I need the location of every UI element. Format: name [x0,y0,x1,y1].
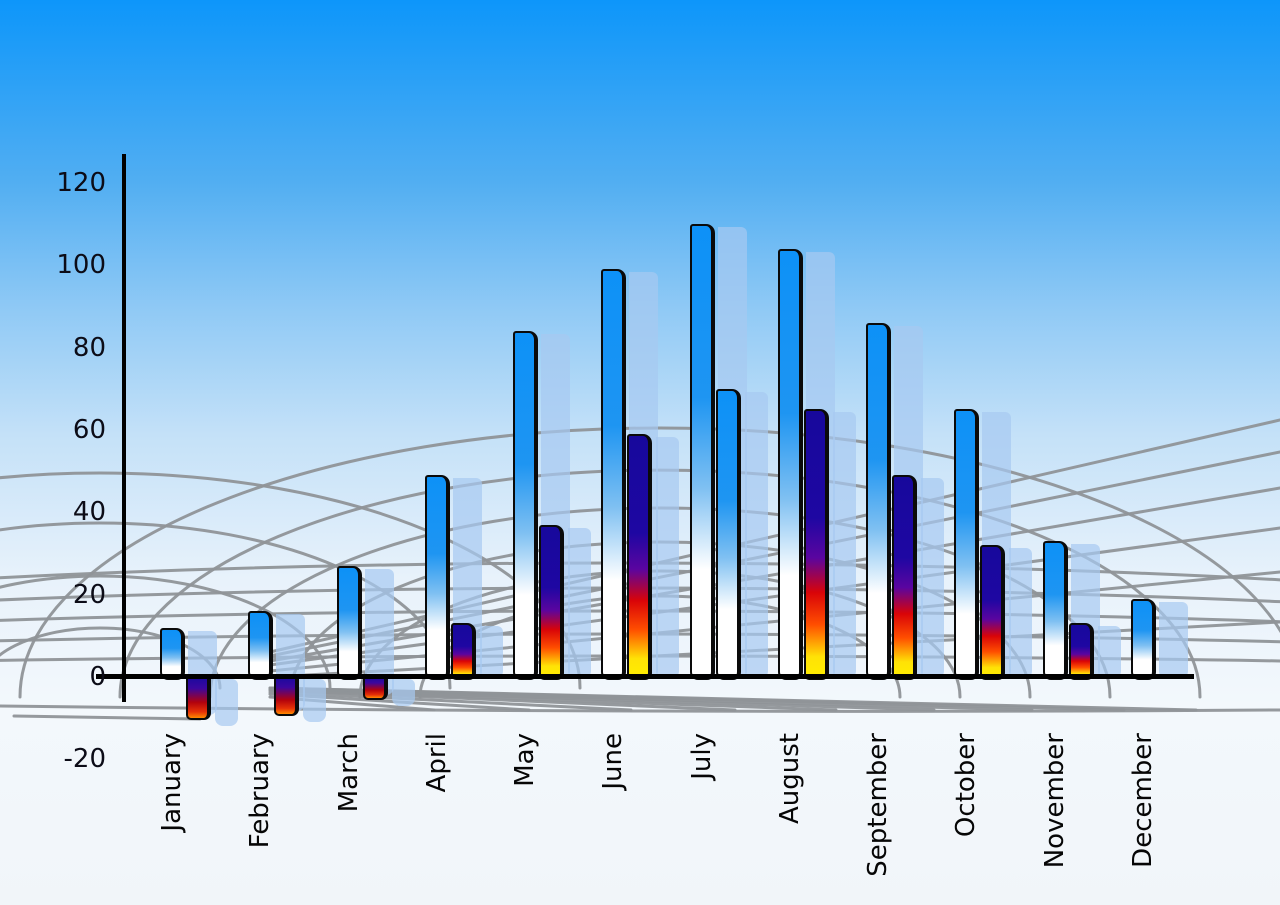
echo-shadow-august-secondary [832,412,856,679]
echo-shadow-october-secondary [1009,548,1033,679]
x-axis-label-june: June [598,733,629,790]
x-axis-label-october: October [951,733,982,838]
bar-december-primary [1130,598,1156,680]
y-axis-tick-label-80: 80 [72,332,106,363]
bar-november-secondary [1068,623,1094,680]
echo-shadow-january-secondary [215,679,238,727]
x-axis-label-april: April [421,733,452,793]
bar-june-primary [601,269,627,680]
x-axis-zero-line [96,674,1194,679]
bar-april-primary [424,475,450,680]
x-axis-label-august: August [774,733,805,824]
x-axis-label-february: February [245,733,276,849]
x-axis-label-november: November [1039,733,1070,869]
y-axis-tick-label-40: 40 [72,497,106,528]
echo-shadow-june-secondary [656,437,680,679]
bar-september-primary [866,322,892,680]
x-axis-label-may: May [510,733,541,787]
bar-may-primary [513,331,539,680]
echo-shadow-may-secondary [568,527,592,679]
echo-shadow-july-secondary [744,391,768,679]
y-axis-tick-label-0: 0 [89,662,106,692]
bar-june-secondary [627,434,653,680]
bar-november-primary [1042,541,1068,680]
echo-shadow-december-primary [1158,601,1188,679]
echo-shadow-november-secondary [1097,626,1121,679]
y-axis-tick-label-120: 120 [56,167,106,198]
bar-july-secondary [715,388,741,680]
bar-may-secondary [539,524,565,680]
bar-october-secondary [980,545,1006,680]
bar-july-primary [689,224,715,680]
bar-october-primary [954,409,980,680]
y-axis-line [122,154,126,702]
y-axis-tick-label-60: 60 [72,414,106,445]
x-axis-label-july: July [686,733,717,780]
echo-shadow-february-secondary [303,679,327,723]
bar-april-secondary [450,623,476,680]
bar-august-primary [777,248,803,680]
x-axis-label-september: September [863,733,894,877]
bar-february-primary [248,611,274,680]
y-axis-tick-label-100: 100 [56,250,106,281]
echo-shadow-september-secondary [921,478,945,679]
bar-september-secondary [892,475,918,680]
y-axis-tick-label-20: 20 [72,579,106,610]
x-axis-label-january: January [157,733,187,832]
bar-march-primary [336,565,362,680]
echo-shadow-march-secondary [391,679,415,706]
bar-august-secondary [803,409,829,680]
echo-shadow-march-primary [364,568,394,695]
bar-january-secondary [186,675,211,721]
echo-shadow-april-secondary [479,626,503,679]
x-axis-label-march: March [333,733,364,813]
y-axis-tick-label--20: -20 [63,744,106,775]
x-axis-label-december: December [1127,733,1158,868]
